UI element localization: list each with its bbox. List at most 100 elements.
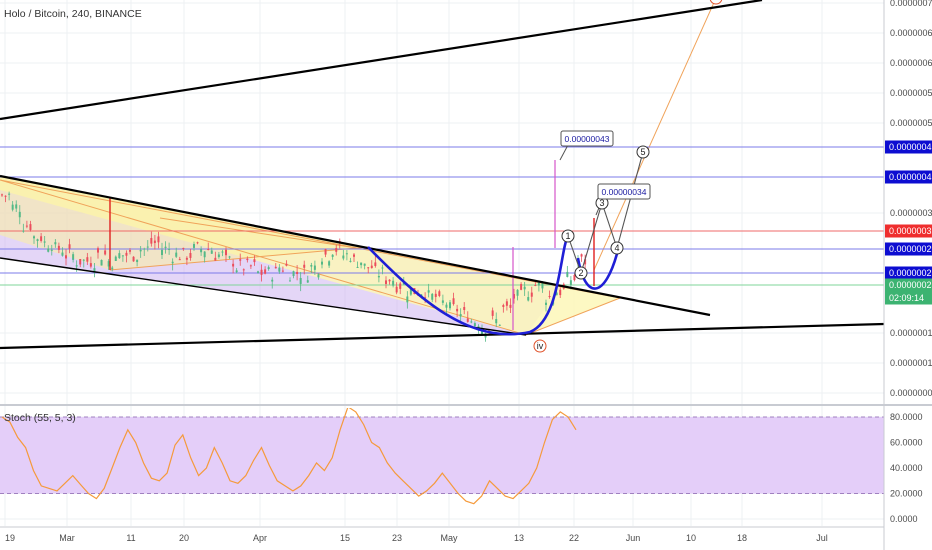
price-tick-label: 0.00000015 xyxy=(890,328,932,338)
stoch-tick-label: 0.0000 xyxy=(890,514,918,524)
candle-body xyxy=(36,239,39,242)
candle-body xyxy=(420,294,423,296)
support-line xyxy=(0,322,884,350)
candle-body xyxy=(242,269,245,271)
candle-body xyxy=(196,242,199,244)
wave-label-1[interactable]: 1 xyxy=(561,229,575,243)
candle-body xyxy=(569,280,572,285)
wave-label-2[interactable]: 2 xyxy=(574,266,588,280)
candle-body xyxy=(317,274,320,278)
candle-body xyxy=(537,281,540,286)
candle-body xyxy=(260,269,263,275)
svg-text:5: 5 xyxy=(640,147,645,157)
candle-body xyxy=(18,211,21,218)
candle-body xyxy=(331,254,334,257)
candle-body xyxy=(143,248,146,250)
candle-body xyxy=(25,225,28,227)
candle-body xyxy=(75,265,78,267)
svg-text:0.00000046: 0.00000046 xyxy=(889,142,932,152)
candle-body xyxy=(79,259,82,265)
candle-body xyxy=(86,257,89,262)
stoch-tick-label: 80.0000 xyxy=(890,412,923,422)
price-badge: 0.00000029 xyxy=(885,242,932,256)
candle-body xyxy=(221,251,224,253)
candle-body xyxy=(353,254,355,257)
candle-body xyxy=(4,195,7,197)
svg-text:02:09:14: 02:09:14 xyxy=(889,293,924,303)
triangle-inner-line-2 xyxy=(159,217,371,251)
candle-body xyxy=(121,255,124,257)
candle-body xyxy=(321,261,323,265)
stoch-line xyxy=(1,408,577,505)
candle-body xyxy=(424,297,427,299)
candle-body xyxy=(285,263,288,266)
wave-label-iv[interactable]: iv xyxy=(533,339,547,353)
time-tick-label: Jul xyxy=(816,533,828,543)
svg-text:0.00000034: 0.00000034 xyxy=(602,187,647,197)
price-tick-label: 0.00000035 xyxy=(890,208,932,218)
candle-body xyxy=(466,318,469,322)
candle-body xyxy=(104,250,107,255)
wave-label-5[interactable]: 5 xyxy=(636,145,650,159)
time-tick-label: 10 xyxy=(686,533,696,543)
candle-body xyxy=(161,249,163,255)
candle-body xyxy=(274,266,277,269)
stoch-tick-label: 60.0000 xyxy=(890,438,923,448)
svg-text:0.00000043: 0.00000043 xyxy=(565,134,610,144)
candle-body xyxy=(367,267,370,269)
channel-bottom-line xyxy=(0,257,527,336)
stoch-label[interactable]: Stoch (55, 5, 3) xyxy=(4,412,76,424)
callout-price-1[interactable]: 0.00000043 xyxy=(560,130,614,147)
candle-body xyxy=(207,249,210,251)
candle-body xyxy=(399,283,402,289)
candle-body xyxy=(281,270,284,272)
candle-body xyxy=(178,259,181,261)
stoch-tick-label: 40.0000 xyxy=(890,463,923,473)
candle-body xyxy=(431,293,434,300)
callout-pointer-1 xyxy=(559,144,569,161)
wave-label-4[interactable]: 4 xyxy=(610,241,624,255)
time-axis[interactable]: 19 Mar 11 20 Apr 15 23 May 13 22 Jun 10 18 Jul xyxy=(5,533,828,543)
candle-body xyxy=(388,279,391,282)
candle-body xyxy=(93,268,96,273)
triangle-fill-left xyxy=(0,176,368,270)
candle-body xyxy=(445,304,448,308)
candle-body xyxy=(185,257,188,260)
svg-text:3: 3 xyxy=(599,198,604,208)
cup-curve xyxy=(367,235,570,336)
resistance-line xyxy=(0,0,763,121)
price-tick-label: 0.00000055 xyxy=(890,88,932,98)
candle-body xyxy=(473,323,476,327)
candle-body xyxy=(47,248,50,252)
candle-body xyxy=(491,310,494,316)
candle-body xyxy=(360,262,363,266)
candle-body xyxy=(267,267,270,270)
candle-body xyxy=(434,293,437,297)
candle-body xyxy=(249,265,252,267)
callout-price-2[interactable]: 0.00000034 xyxy=(597,183,651,200)
candle-body xyxy=(289,280,291,282)
time-tick-label: 11 xyxy=(126,533,135,543)
candle-body xyxy=(555,292,558,296)
candle-body xyxy=(481,329,483,335)
stoch-axis[interactable]: 80.0000 60.0000 40.0000 20.0000 0.0000 xyxy=(890,412,923,524)
candle-body xyxy=(182,247,185,249)
symbol-title[interactable]: Holo / Bitcoin, 240, BINANCE xyxy=(4,8,142,20)
svg-text:4: 4 xyxy=(614,243,619,253)
candle-body xyxy=(324,249,327,255)
candle-body xyxy=(463,307,466,310)
price-badge: 02:09:14 xyxy=(885,291,932,305)
candle-body xyxy=(100,259,103,266)
candle-body xyxy=(409,288,412,295)
candle-body xyxy=(29,224,32,230)
projection-target-dot xyxy=(709,0,723,5)
candle-body xyxy=(164,246,167,249)
time-tick-label: Apr xyxy=(253,533,267,543)
svg-text:1: 1 xyxy=(565,231,570,241)
candle-body xyxy=(264,269,267,274)
projection-line xyxy=(593,0,716,271)
